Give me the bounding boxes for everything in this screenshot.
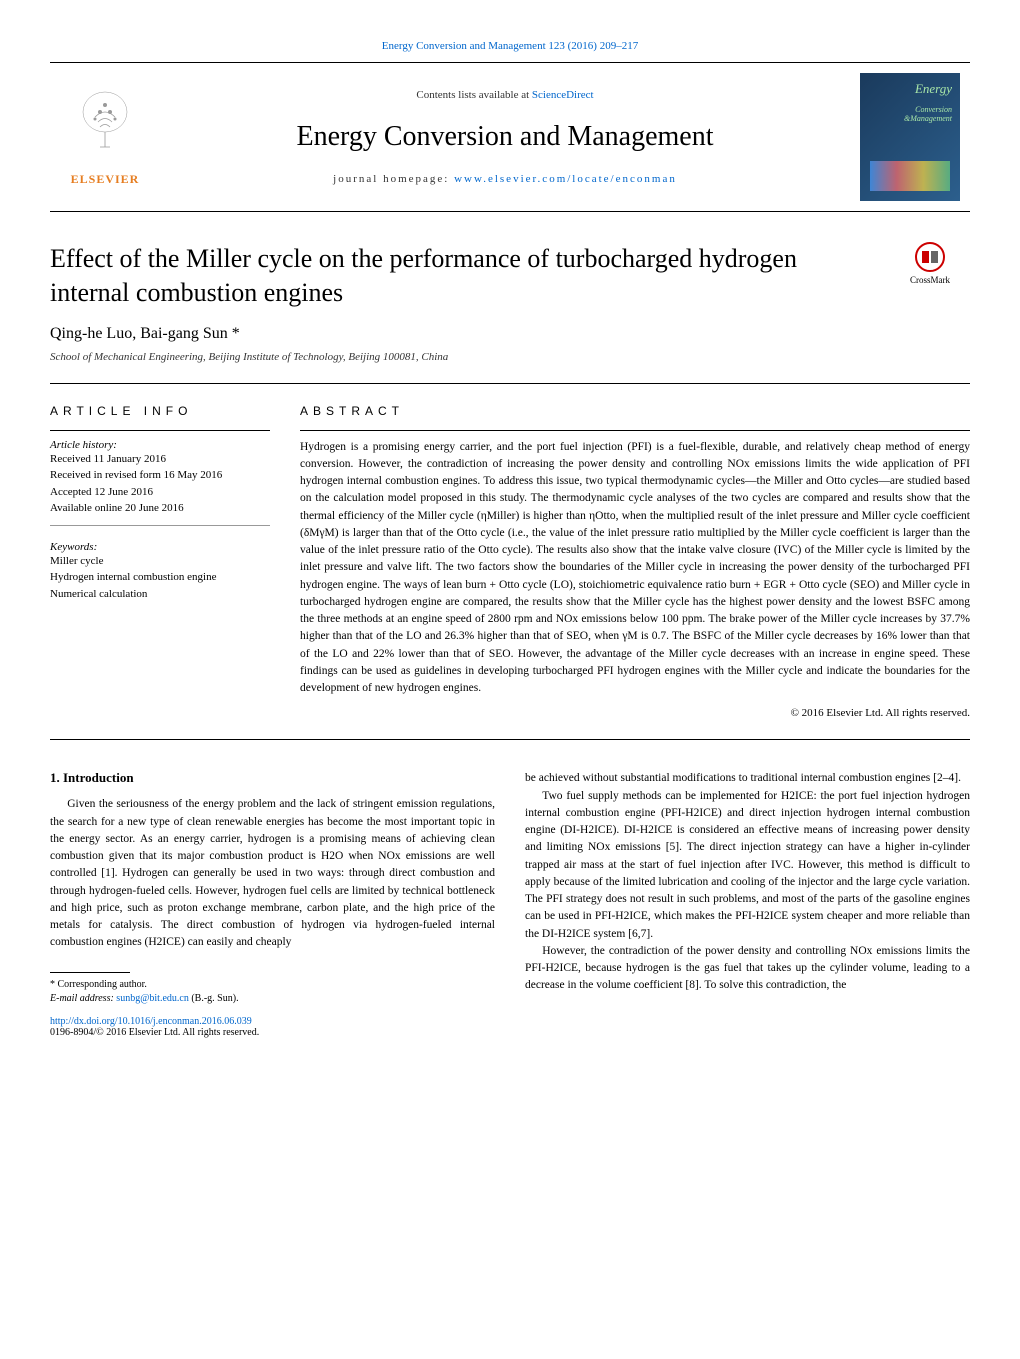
kw-label: Keywords: <box>50 541 270 553</box>
intro-heading: 1. Introduction <box>50 770 495 786</box>
email-link[interactable]: sunbg@bit.edu.cn <box>116 993 189 1004</box>
article-info-heading: ARTICLE INFO <box>50 404 270 418</box>
right-p1: Two fuel supply methods can be implement… <box>525 788 970 943</box>
history-3: Available online 20 June 2016 <box>50 500 270 517</box>
affiliation: School of Mechanical Engineering, Beijin… <box>50 351 970 363</box>
elsevier-brand: ELSEVIER <box>71 172 140 187</box>
cover-art <box>870 161 950 191</box>
info-rule2 <box>50 525 270 526</box>
doi-link[interactable]: http://dx.doi.org/10.1016/j.enconman.201… <box>50 1016 495 1027</box>
email-suffix: (B.-g. Sun). <box>189 993 239 1004</box>
footnote-email: E-mail address: sunbg@bit.edu.cn (B.-g. … <box>50 992 495 1006</box>
homepage-prefix: journal homepage: <box>333 173 454 185</box>
article-info: ARTICLE INFO Article history: Received 1… <box>50 404 270 720</box>
footnote-sep <box>50 972 130 973</box>
rule-bottom <box>50 739 970 740</box>
elsevier-logo: ELSEVIER <box>50 63 160 211</box>
abstract-heading: ABSTRACT <box>300 404 970 418</box>
journal-cover: Energy Conversion &Management <box>860 73 960 201</box>
intro-p1: Given the seriousness of the energy prob… <box>50 796 495 951</box>
elsevier-tree-icon <box>70 87 140 167</box>
abstract: ABSTRACT Hydrogen is a promising energy … <box>300 404 970 720</box>
sciencedirect-link[interactable]: ScienceDirect <box>532 89 594 101</box>
history-1: Received in revised form 16 May 2016 <box>50 467 270 484</box>
cover-sub2: &Management <box>860 114 960 123</box>
abstract-rule <box>300 430 970 431</box>
contents-prefix: Contents lists available at <box>416 89 531 101</box>
history-0: Received 11 January 2016 <box>50 451 270 468</box>
rule-top <box>50 383 970 384</box>
info-rule <box>50 430 270 431</box>
crossmark-text: CrossMark <box>890 275 970 285</box>
authors: Qing-he Luo, Bai-gang Sun * <box>50 325 970 343</box>
crossmark-icon <box>915 242 945 272</box>
issn-line: 0196-8904/© 2016 Elsevier Ltd. All right… <box>50 1027 495 1038</box>
history-label: Article history: <box>50 439 270 451</box>
contents-line: Contents lists available at ScienceDirec… <box>160 89 850 101</box>
right-column: be achieved without substantial modifica… <box>525 770 970 1037</box>
left-column: 1. Introduction Given the seriousness of… <box>50 770 495 1037</box>
homepage-link[interactable]: www.elsevier.com/locate/enconman <box>454 173 677 185</box>
footnote-corr: * Corresponding author. <box>50 978 495 992</box>
kw-2: Numerical calculation <box>50 586 270 603</box>
journal-center: Contents lists available at ScienceDirec… <box>160 63 850 211</box>
copyright: © 2016 Elsevier Ltd. All rights reserved… <box>300 707 970 719</box>
crossmark[interactable]: CrossMark <box>890 242 970 285</box>
article-title: Effect of the Miller cycle on the perfor… <box>50 242 870 310</box>
cover-sub1: Conversion <box>860 105 960 114</box>
right-p2: However, the contradiction of the power … <box>525 943 970 995</box>
journal-homepage: journal homepage: www.elsevier.com/locat… <box>160 173 850 185</box>
history-2: Accepted 12 June 2016 <box>50 484 270 501</box>
kw-1: Hydrogen internal combustion engine <box>50 569 270 586</box>
abstract-text: Hydrogen is a promising energy carrier, … <box>300 439 970 698</box>
main-content: 1. Introduction Given the seriousness of… <box>50 770 970 1037</box>
journal-title: Energy Conversion and Management <box>160 121 850 153</box>
journal-header: ELSEVIER Contents lists available at Sci… <box>50 62 970 212</box>
cover-title: Energy <box>860 73 960 105</box>
kw-0: Miller cycle <box>50 553 270 570</box>
header-citation[interactable]: Energy Conversion and Management 123 (20… <box>50 40 970 52</box>
article-title-row: Effect of the Miller cycle on the perfor… <box>50 242 970 310</box>
info-abstract-row: ARTICLE INFO Article history: Received 1… <box>50 404 970 720</box>
email-label: E-mail address: <box>50 993 116 1004</box>
right-p0: be achieved without substantial modifica… <box>525 770 970 787</box>
page: Energy Conversion and Management 123 (20… <box>0 0 1020 1078</box>
